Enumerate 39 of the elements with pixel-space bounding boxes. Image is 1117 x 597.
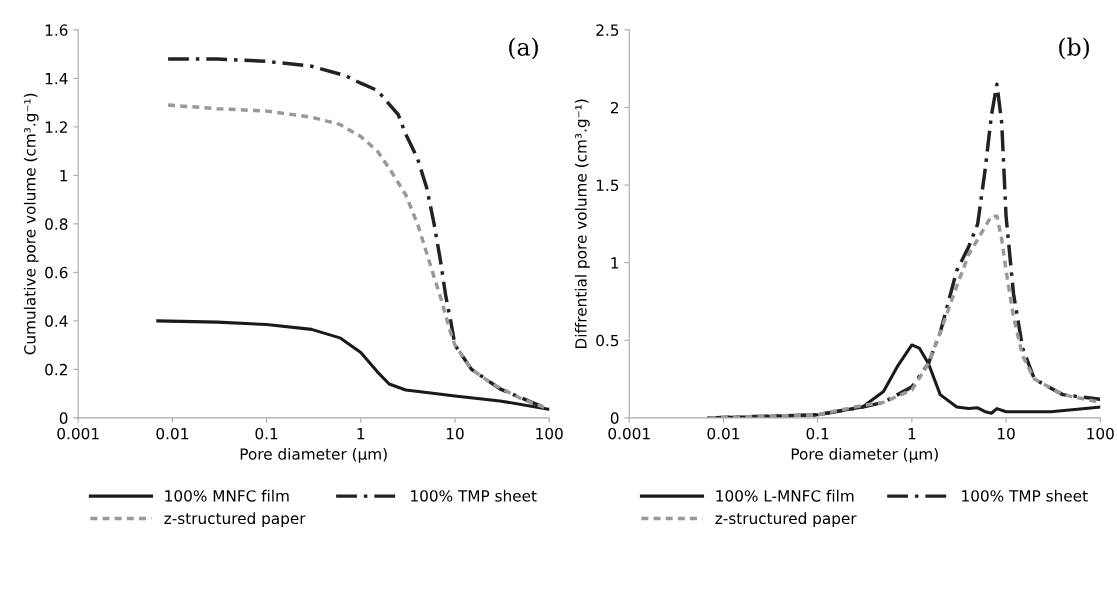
x-axis-title: Pore diameter (μm) <box>791 447 938 463</box>
y-tick-label: 1 <box>611 257 619 269</box>
legend-label: 100% TMP sheet <box>411 489 537 502</box>
annotation: (a) <box>509 37 538 60</box>
x-tick-label: 0.01 <box>156 427 188 440</box>
y-tick-label: 1.6 <box>45 24 68 36</box>
y-tick-label: 2.5 <box>596 24 619 36</box>
x-axis-title: Pore diameter (μm) <box>240 447 387 463</box>
x-tick-label: 1 <box>357 428 365 440</box>
x-tick-label: 0.1 <box>255 427 278 440</box>
y-tick-label: 0.4 <box>45 315 68 327</box>
y-tick-label: 1 <box>60 170 68 182</box>
y-tick-label: 0.2 <box>45 363 67 376</box>
y-tick-label: 0.8 <box>45 218 68 230</box>
x-tick-label: 0.01 <box>707 427 740 440</box>
x-tick-label: 0.1 <box>806 427 829 440</box>
y-tick-label: 0.6 <box>45 266 68 279</box>
x-tick-label: 10 <box>998 427 1015 440</box>
x-tick-label: 0.001 <box>57 427 99 440</box>
legend-label: 100% MNFC film <box>165 489 289 502</box>
annotation: (b) <box>1059 37 1089 60</box>
legend-label: z-structured paper <box>715 512 857 528</box>
y-axis-title: Cumulative pore volume (cm³.g⁻¹) <box>23 93 39 355</box>
y-tick-label: 1.5 <box>596 179 619 192</box>
legend-label: 100% L-MNFC film <box>716 489 854 502</box>
y-tick-label: 1.4 <box>45 73 68 85</box>
y-tick-label: 0 <box>610 412 619 424</box>
y-tick-label: 2 <box>610 101 618 114</box>
x-tick-label: 100 <box>1087 427 1114 440</box>
y-axis-title: Diffrential pore volume (cm³.g⁻¹) <box>574 99 590 348</box>
y-tick-label: 0.5 <box>596 334 619 347</box>
legend-label: z-structured paper <box>164 512 306 528</box>
x-tick-label: 0.001 <box>608 427 650 440</box>
x-tick-label: 10 <box>446 427 464 440</box>
y-tick-label: 1.2 <box>45 121 67 133</box>
y-tick-label: 0 <box>59 412 68 424</box>
x-tick-label: 1 <box>908 428 916 440</box>
x-tick-label: 100 <box>536 427 563 440</box>
legend-label: 100% TMP sheet <box>962 489 1088 502</box>
